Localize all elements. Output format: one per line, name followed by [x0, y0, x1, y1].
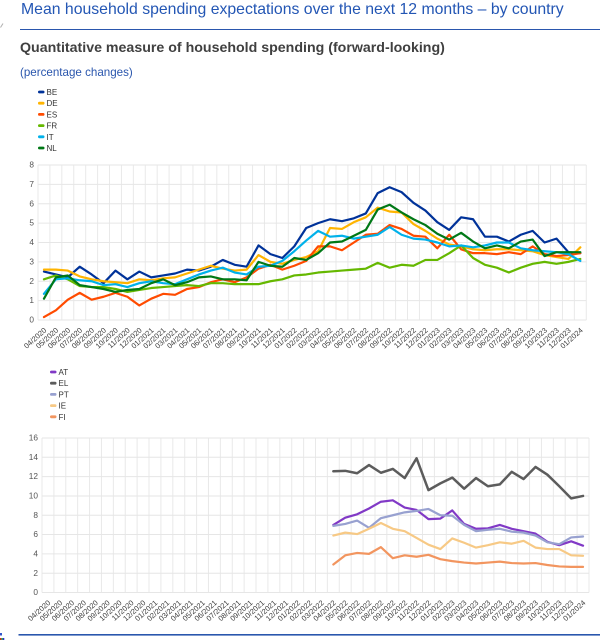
svg-text:NL: NL	[47, 144, 58, 153]
svg-text:FR: FR	[47, 122, 58, 131]
svg-text:8: 8	[33, 510, 38, 520]
svg-text:DE: DE	[47, 99, 58, 108]
svg-text:1: 1	[29, 295, 34, 305]
svg-text:16: 16	[29, 433, 39, 443]
svg-text:12: 12	[29, 471, 39, 481]
svg-text:6: 6	[33, 529, 38, 539]
svg-text:7: 7	[29, 179, 34, 189]
svg-text:0: 0	[33, 587, 38, 597]
svg-text:4: 4	[29, 237, 34, 247]
svg-text:PT: PT	[59, 390, 69, 399]
svg-text:FI: FI	[59, 413, 66, 422]
svg-text:5: 5	[29, 218, 34, 228]
svg-text:IE: IE	[59, 402, 67, 411]
svg-text:6: 6	[29, 198, 34, 208]
svg-text:0: 0	[29, 315, 34, 325]
svg-text:2: 2	[33, 568, 38, 578]
svg-text:8: 8	[29, 160, 34, 170]
svg-text:EL: EL	[59, 379, 69, 388]
svg-text:BE: BE	[47, 88, 58, 97]
svg-text:10: 10	[29, 491, 39, 501]
svg-text:3: 3	[29, 256, 34, 266]
svg-text:2: 2	[29, 276, 34, 286]
svg-text:IT: IT	[47, 133, 54, 142]
svg-text:14: 14	[29, 452, 39, 462]
svg-text:4: 4	[33, 548, 38, 558]
svg-text:AT: AT	[59, 368, 69, 377]
svg-text:ES: ES	[47, 110, 58, 119]
